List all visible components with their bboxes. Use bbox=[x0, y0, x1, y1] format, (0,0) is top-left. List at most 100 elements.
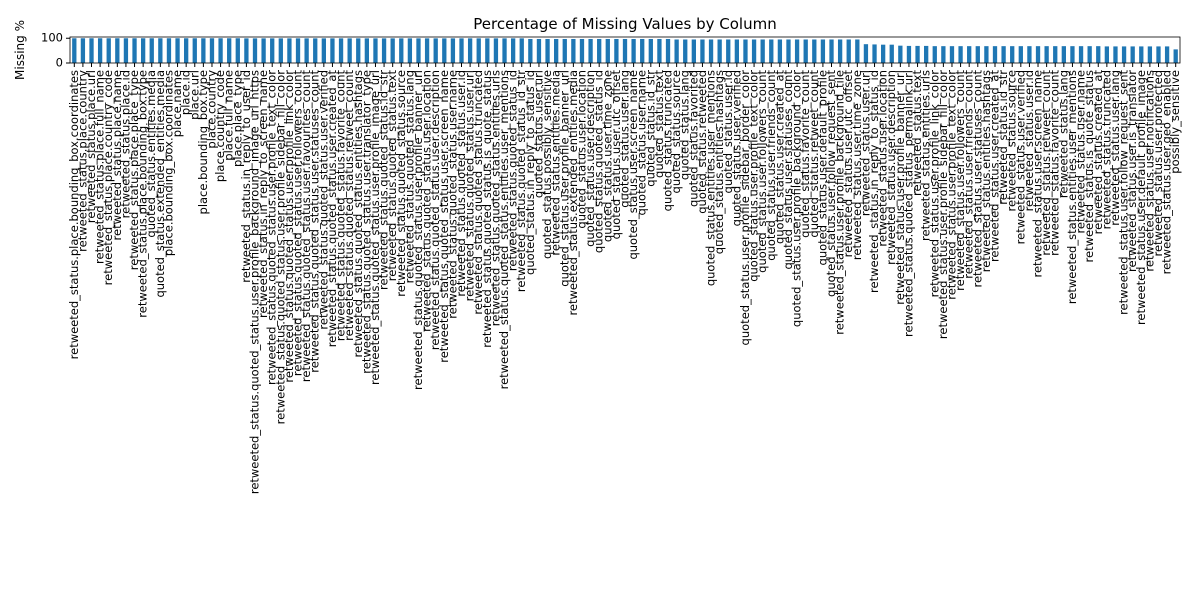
bar bbox=[510, 38, 516, 63]
x-tick-label: retweeted_status.entities.hashtags bbox=[979, 70, 993, 272]
x-tick-label: quoted_status.user.lang bbox=[618, 70, 632, 208]
x-tick-label: quoted_status.quoted_status_id bbox=[592, 70, 606, 253]
bar bbox=[554, 38, 559, 63]
x-tick-label: retweeted_status.user.created_at bbox=[988, 70, 1002, 263]
x-tick-label: retweeted_status.in_reply_to_user_id bbox=[239, 70, 253, 283]
x-tick-label: retweeted_status.quoted_status.user.scre… bbox=[437, 70, 451, 363]
x-tick-label: retweeted_status.place.country_code bbox=[101, 70, 115, 285]
bar bbox=[898, 45, 903, 63]
x-tick-label: place.id bbox=[179, 70, 193, 115]
bar bbox=[140, 38, 146, 63]
x-tick-label: retweeted_status.quoted_status.user.favo… bbox=[299, 70, 313, 383]
x-tick-label: retweeted_status.quoted_status.user.prof… bbox=[273, 70, 287, 425]
x-tick-label: retweeted_status.place.full_name bbox=[93, 70, 107, 264]
x-tick-label: possibly_sensitive bbox=[1168, 70, 1182, 174]
y-tick-label: 100 bbox=[41, 31, 63, 45]
x-tick-label: retweeted_status.quoted_status.user.id bbox=[454, 70, 468, 297]
bar bbox=[493, 38, 499, 63]
bar bbox=[906, 45, 912, 63]
x-tick-label: retweeted_status.user.profile_link_color bbox=[927, 70, 941, 298]
x-tick-label: quoted_status.extended_entities.media bbox=[153, 70, 167, 298]
x-tick-label: retweeted_status.in_reply_to_status_id bbox=[867, 70, 881, 293]
bar bbox=[863, 44, 869, 63]
bar bbox=[786, 39, 791, 63]
x-tick-label: retweeted_status.user.geo_enabled bbox=[1160, 70, 1174, 274]
x-tick-label: retweeted_status.quoted_status.retweet_c… bbox=[342, 70, 356, 341]
x-tick-label: retweeted_status.lang bbox=[1056, 70, 1070, 198]
x-tick-label: quoted_status.user.profile_background_co… bbox=[790, 70, 804, 327]
bar bbox=[502, 38, 507, 63]
bar bbox=[545, 38, 550, 63]
bar bbox=[166, 38, 172, 63]
bar bbox=[1070, 46, 1075, 63]
bar bbox=[80, 38, 86, 63]
plot-frame bbox=[69, 36, 1181, 64]
bar bbox=[837, 39, 843, 63]
bar bbox=[579, 38, 585, 63]
x-tick-label: retweeted_status.favorite_count bbox=[1048, 70, 1062, 256]
x-tick-label: retweeted_status.quoted_status.is_quote_… bbox=[480, 70, 494, 348]
x-tick-label: retweeted_status.user.url bbox=[858, 70, 872, 216]
x-tick-label: quoted_status.user.utc_offset bbox=[609, 70, 623, 240]
bar bbox=[984, 46, 989, 63]
bar bbox=[330, 38, 335, 63]
bar bbox=[1044, 46, 1049, 63]
bar bbox=[597, 38, 602, 63]
x-tick-label: retweeted_status.user.profile_background… bbox=[833, 70, 847, 335]
bar bbox=[1121, 46, 1127, 63]
bar bbox=[992, 46, 998, 63]
bar bbox=[218, 38, 223, 63]
bar bbox=[97, 38, 103, 63]
x-tick-label: retweeted_status.entities.user_mentions bbox=[1065, 70, 1079, 304]
bar bbox=[424, 38, 430, 63]
x-tick-label: quoted_status.user.friends_count bbox=[764, 70, 778, 261]
bar bbox=[1035, 46, 1041, 63]
bar bbox=[932, 46, 937, 63]
x-tick-label: retweeted_status.truncated bbox=[1099, 70, 1113, 229]
x-tick-label: quoted_status.user.profile_text_color bbox=[747, 70, 761, 282]
x-tick-label: retweeted_status.retweet_count bbox=[1039, 70, 1053, 256]
x-tick-label: retweeted_status.quoted_status.user.prof… bbox=[248, 70, 262, 494]
bar bbox=[717, 39, 722, 63]
bar bbox=[347, 38, 352, 63]
x-tick-label: retweeted_status.place.country bbox=[75, 70, 89, 252]
x-tick-label: quoted_status.user.follow_request_sent bbox=[824, 70, 838, 297]
x-tick-label: quoted_status.user.time_zone bbox=[600, 70, 614, 242]
bar bbox=[399, 38, 404, 63]
bar bbox=[416, 38, 421, 63]
x-tick-label: retweeted_status.place.place_type bbox=[127, 70, 141, 270]
x-tick-label: retweeted_status.quoted_status.source bbox=[394, 70, 408, 297]
bar bbox=[683, 39, 688, 63]
bar bbox=[614, 38, 619, 63]
x-tick-label: place.place_type bbox=[230, 70, 244, 167]
x-tick-label: retweeted_status.user.follow_request_sen… bbox=[1117, 70, 1131, 315]
bar bbox=[485, 38, 490, 63]
bar bbox=[949, 46, 955, 63]
x-tick-label: retweeted_status.quoted_status.entities.… bbox=[497, 70, 511, 389]
bar bbox=[924, 45, 929, 63]
x-tick-label: quoted_status.id_str bbox=[643, 70, 657, 187]
bar bbox=[149, 38, 154, 63]
x-tick-label: quoted_status.lang bbox=[678, 70, 692, 180]
bar bbox=[295, 38, 301, 63]
bar bbox=[123, 38, 129, 63]
x-tick-label: retweeted_status.user.friends_count bbox=[962, 70, 976, 279]
x-tick-label: place.full_name bbox=[222, 70, 236, 161]
x-tick-label: retweeted_status.quoted_status.favorite_… bbox=[334, 70, 348, 342]
x-tick-label: quoted_status.user.url bbox=[531, 70, 545, 198]
y-tick-label: 0 bbox=[56, 56, 63, 70]
x-tick-label: retweeted_status.quoted_status.user.veri… bbox=[316, 70, 330, 330]
x-tick-label: retweeted_status.user.name bbox=[1074, 70, 1088, 234]
bar bbox=[622, 38, 628, 63]
x-tick-label: retweeted_status.user.followers_count bbox=[953, 70, 967, 291]
bar bbox=[880, 44, 886, 63]
bar bbox=[1164, 46, 1170, 63]
x-tick-label: retweeted_status.text bbox=[910, 70, 924, 196]
bar bbox=[373, 38, 378, 63]
bar bbox=[674, 39, 679, 63]
x-tick-label: retweeted_status.in_reply_to_screen_name bbox=[256, 70, 270, 318]
bar bbox=[958, 46, 963, 63]
x-tick-label: retweeted_status.quoted_status.lang bbox=[402, 70, 416, 283]
bar bbox=[631, 38, 636, 63]
y-axis-label: Missing % bbox=[13, 20, 27, 80]
